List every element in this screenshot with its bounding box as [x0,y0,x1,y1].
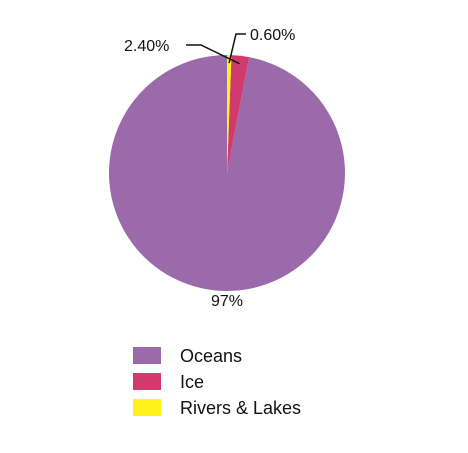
legend-swatch-rivers-lakes [133,399,161,416]
data-label-oceans: 97% [211,293,243,310]
legend-swatch-ice [133,373,161,390]
legend-swatch-oceans [133,347,161,364]
legend: Oceans Ice Rivers & Lakes [133,346,301,418]
slice-oceans [108,55,345,291]
slice-ice [227,55,250,173]
leader-line-ice [186,44,240,65]
data-labels: 97% 2.40% 0.60% [124,27,295,310]
leader-line-rivers-lakes [228,33,246,64]
legend-label-rivers-lakes: Rivers & Lakes [180,398,301,418]
data-label-rivers-lakes: 0.60% [250,27,295,44]
pie-slices [108,54,345,291]
slice-rivers-lakes [227,54,232,173]
data-label-ice: 2.40% [124,38,169,55]
legend-label-ice: Ice [180,372,204,392]
legend-label-oceans: Oceans [180,346,242,366]
leader-lines [186,33,246,65]
